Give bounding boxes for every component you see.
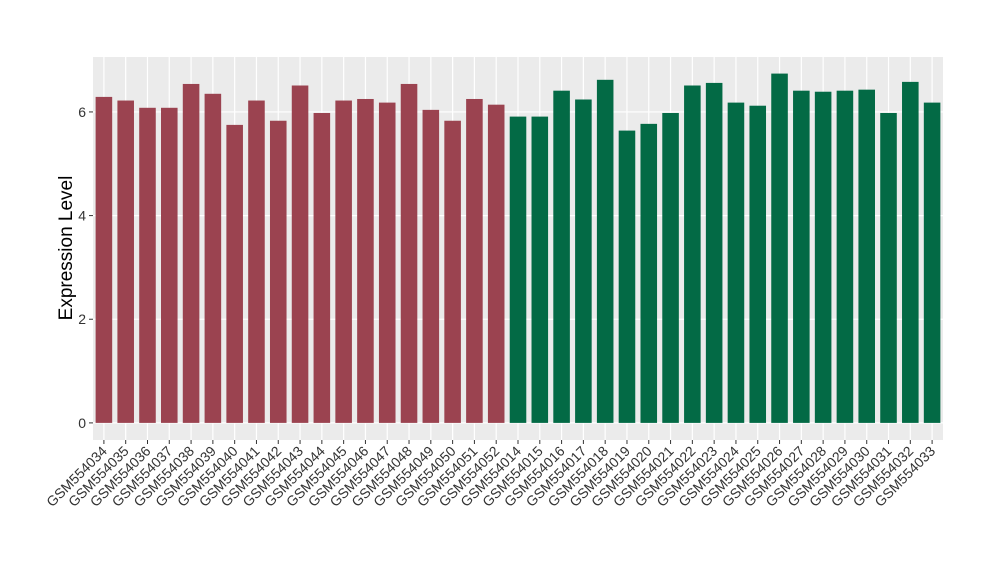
bar: [727, 102, 745, 423]
bar: [880, 112, 897, 423]
bar: [705, 82, 723, 423]
bar: [161, 107, 178, 423]
bar: [923, 102, 941, 423]
bar: [422, 109, 440, 423]
y-axis-label: Expression Level: [56, 176, 77, 321]
y-tick-label: 2: [78, 311, 86, 327]
y-tick-label: 6: [78, 104, 86, 120]
bar: [444, 120, 461, 423]
bar: [117, 100, 134, 423]
bar: [95, 96, 113, 423]
bar: [749, 105, 767, 423]
bar: [836, 90, 854, 423]
bar: [793, 90, 810, 423]
bar: [357, 98, 374, 423]
y-tick-label: 4: [78, 208, 86, 224]
bar: [684, 85, 701, 423]
bar: [640, 123, 658, 423]
bar: [618, 130, 636, 423]
bar: [139, 107, 156, 423]
bar: [509, 116, 527, 423]
bar: [269, 120, 287, 423]
bar: [858, 89, 875, 423]
bar: [902, 81, 919, 423]
bar: [204, 93, 222, 423]
bar: [466, 98, 483, 423]
bar: [771, 73, 788, 423]
bar: [814, 91, 832, 423]
bar: [313, 112, 331, 423]
bar: [487, 104, 505, 423]
bar: [400, 83, 418, 423]
bar: [531, 116, 549, 423]
bar: [226, 124, 243, 423]
y-tick-label: 0: [78, 415, 86, 431]
bar: [182, 83, 200, 423]
bar: [596, 79, 614, 423]
bar: [248, 100, 265, 423]
bar: [335, 100, 352, 423]
bar: [575, 99, 592, 423]
bar: [291, 85, 309, 423]
bar: [378, 102, 396, 423]
bar: [662, 112, 679, 423]
bar: [553, 90, 570, 423]
